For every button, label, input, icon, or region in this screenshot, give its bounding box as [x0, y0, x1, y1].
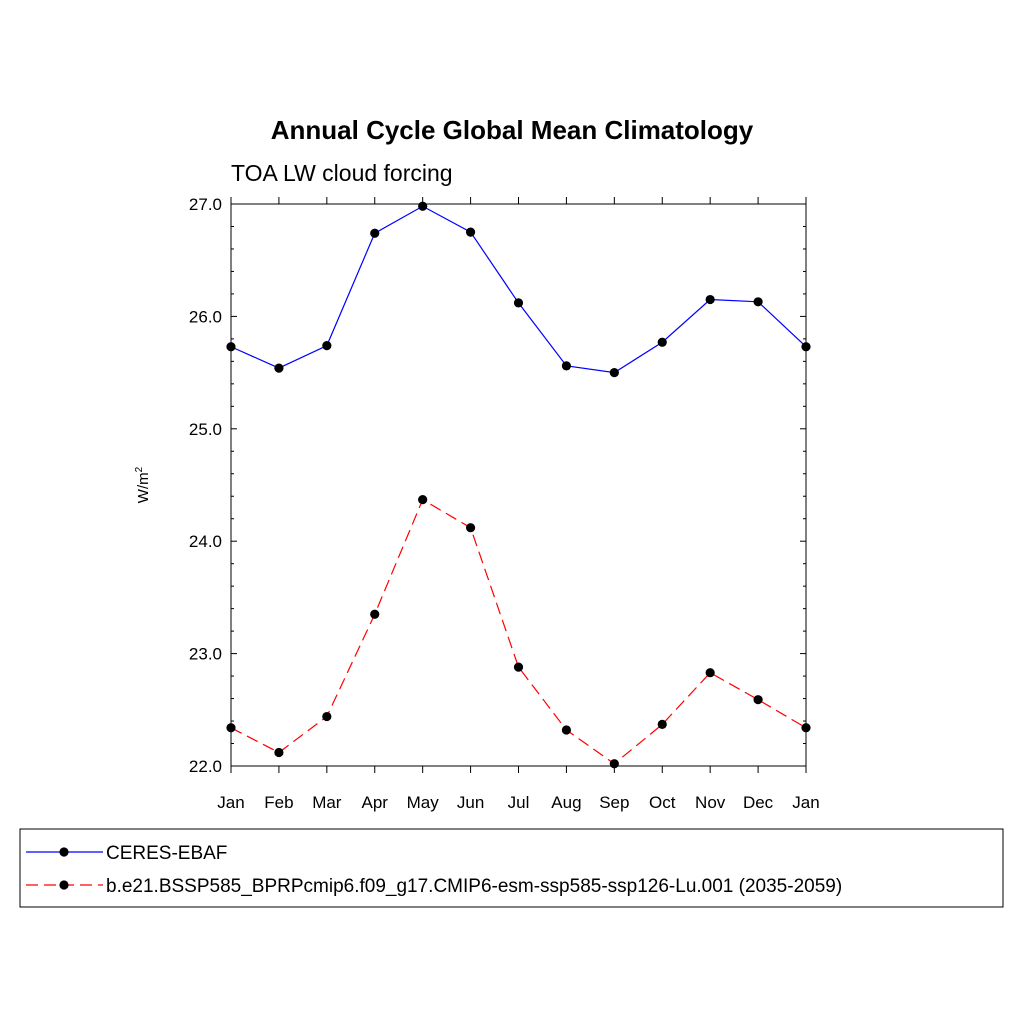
x-tick-label: Jan [217, 793, 244, 812]
x-tick-labels: Jan Feb Mar Apr May Jun Jul Aug Sep Oct Nov Dec Jan [217, 793, 819, 812]
legend-marker [59, 847, 69, 857]
x-tick-label: Apr [362, 793, 389, 812]
x-tick-label: Feb [264, 793, 293, 812]
legend-box [19, 828, 1004, 908]
series-layer [226, 201, 811, 769]
series-2 [226, 495, 811, 769]
data-point [465, 523, 476, 533]
y-axis-label-unit: W/m [135, 472, 152, 503]
x-tick-label: May [407, 793, 440, 812]
data-point [561, 725, 572, 735]
axis-ticks [230, 197, 807, 773]
x-tick-label: Aug [551, 793, 581, 812]
y-tick-label: 22.0 [189, 757, 222, 776]
x-tick-label: Nov [695, 793, 726, 812]
x-tick-label: Jun [457, 793, 484, 812]
legend: CERES-EBAF b.e21.BSSP585_BPRPcmip6.f09_g1… [19, 828, 1004, 908]
data-point [753, 695, 763, 705]
data-point [801, 723, 811, 733]
data-point [801, 342, 811, 352]
series-1 [226, 201, 811, 378]
data-point [657, 719, 667, 730]
chart-title: Annual Cycle Global Mean Climatology [271, 115, 754, 145]
plot-frame [230, 203, 807, 767]
data-point [657, 337, 667, 347]
data-point [370, 609, 380, 619]
x-tick-label: Dec [743, 793, 774, 812]
y-tick-labels: 22.0 23.0 24.0 25.0 26.0 27.0 [189, 195, 222, 776]
plot-border [230, 203, 807, 767]
x-tick-label: Sep [599, 793, 629, 812]
data-point [465, 227, 476, 237]
data-point [226, 342, 236, 352]
x-tick-label: Jan [792, 793, 819, 812]
chart-subtitle: TOA LW cloud forcing [231, 160, 453, 186]
legend-label: CERES-EBAF [106, 843, 227, 864]
data-point [418, 201, 428, 211]
series-line [230, 205, 807, 374]
legend-label: b.e21.BSSP585_BPRPcmip6.f09_g17.CMIP6-es… [106, 876, 842, 897]
x-tick-label: Mar [312, 793, 342, 812]
y-tick-label: 27.0 [189, 195, 222, 214]
data-point [609, 368, 619, 378]
data-point [561, 361, 572, 371]
data-point [753, 297, 763, 307]
series-line [230, 498, 807, 765]
x-tick-label: Jul [508, 793, 530, 812]
data-point [322, 711, 332, 722]
y-tick-label: 25.0 [189, 420, 222, 439]
data-point [609, 759, 619, 769]
legend-marker [59, 880, 69, 890]
data-point [705, 668, 715, 678]
data-point [274, 747, 284, 758]
data-point [274, 363, 284, 373]
data-point [705, 294, 715, 305]
data-point [322, 341, 332, 351]
data-point [513, 298, 524, 308]
y-tick-label: 26.0 [189, 307, 222, 326]
x-tick-label: Oct [649, 793, 676, 812]
data-point [226, 723, 236, 733]
data-point [513, 662, 524, 672]
data-point [418, 495, 428, 505]
y-axis-label-superscript: 2 [134, 466, 145, 472]
y-tick-label: 24.0 [189, 532, 222, 551]
y-axis-label: W/m2 [134, 466, 152, 503]
y-tick-label: 23.0 [189, 645, 222, 664]
data-point [370, 228, 380, 238]
